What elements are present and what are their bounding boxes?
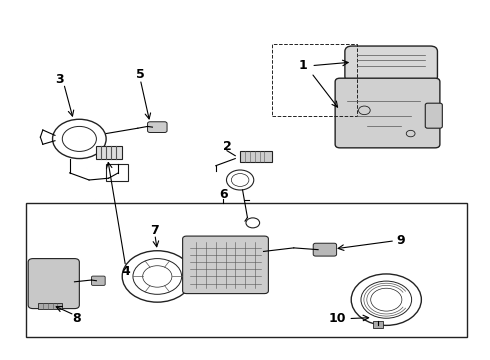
FancyBboxPatch shape <box>313 243 337 256</box>
FancyBboxPatch shape <box>92 276 105 285</box>
Text: 10: 10 <box>329 312 346 325</box>
Bar <box>272 44 357 116</box>
Bar <box>240 151 272 162</box>
FancyBboxPatch shape <box>183 236 269 294</box>
Text: 1: 1 <box>298 59 307 72</box>
Bar <box>373 321 383 328</box>
Bar <box>38 303 62 309</box>
FancyBboxPatch shape <box>425 103 442 128</box>
FancyBboxPatch shape <box>28 258 79 309</box>
Bar <box>106 163 128 181</box>
Text: 8: 8 <box>73 312 81 325</box>
Text: 7: 7 <box>150 224 159 237</box>
Bar <box>26 203 466 337</box>
Text: 3: 3 <box>55 73 64 86</box>
Text: 9: 9 <box>396 234 405 247</box>
Text: 4: 4 <box>121 265 130 278</box>
Text: 6: 6 <box>219 188 227 201</box>
FancyBboxPatch shape <box>147 122 167 132</box>
Bar <box>97 146 122 159</box>
Text: 5: 5 <box>136 68 145 81</box>
FancyBboxPatch shape <box>335 78 440 148</box>
Text: 2: 2 <box>222 140 231 153</box>
FancyBboxPatch shape <box>345 46 438 82</box>
